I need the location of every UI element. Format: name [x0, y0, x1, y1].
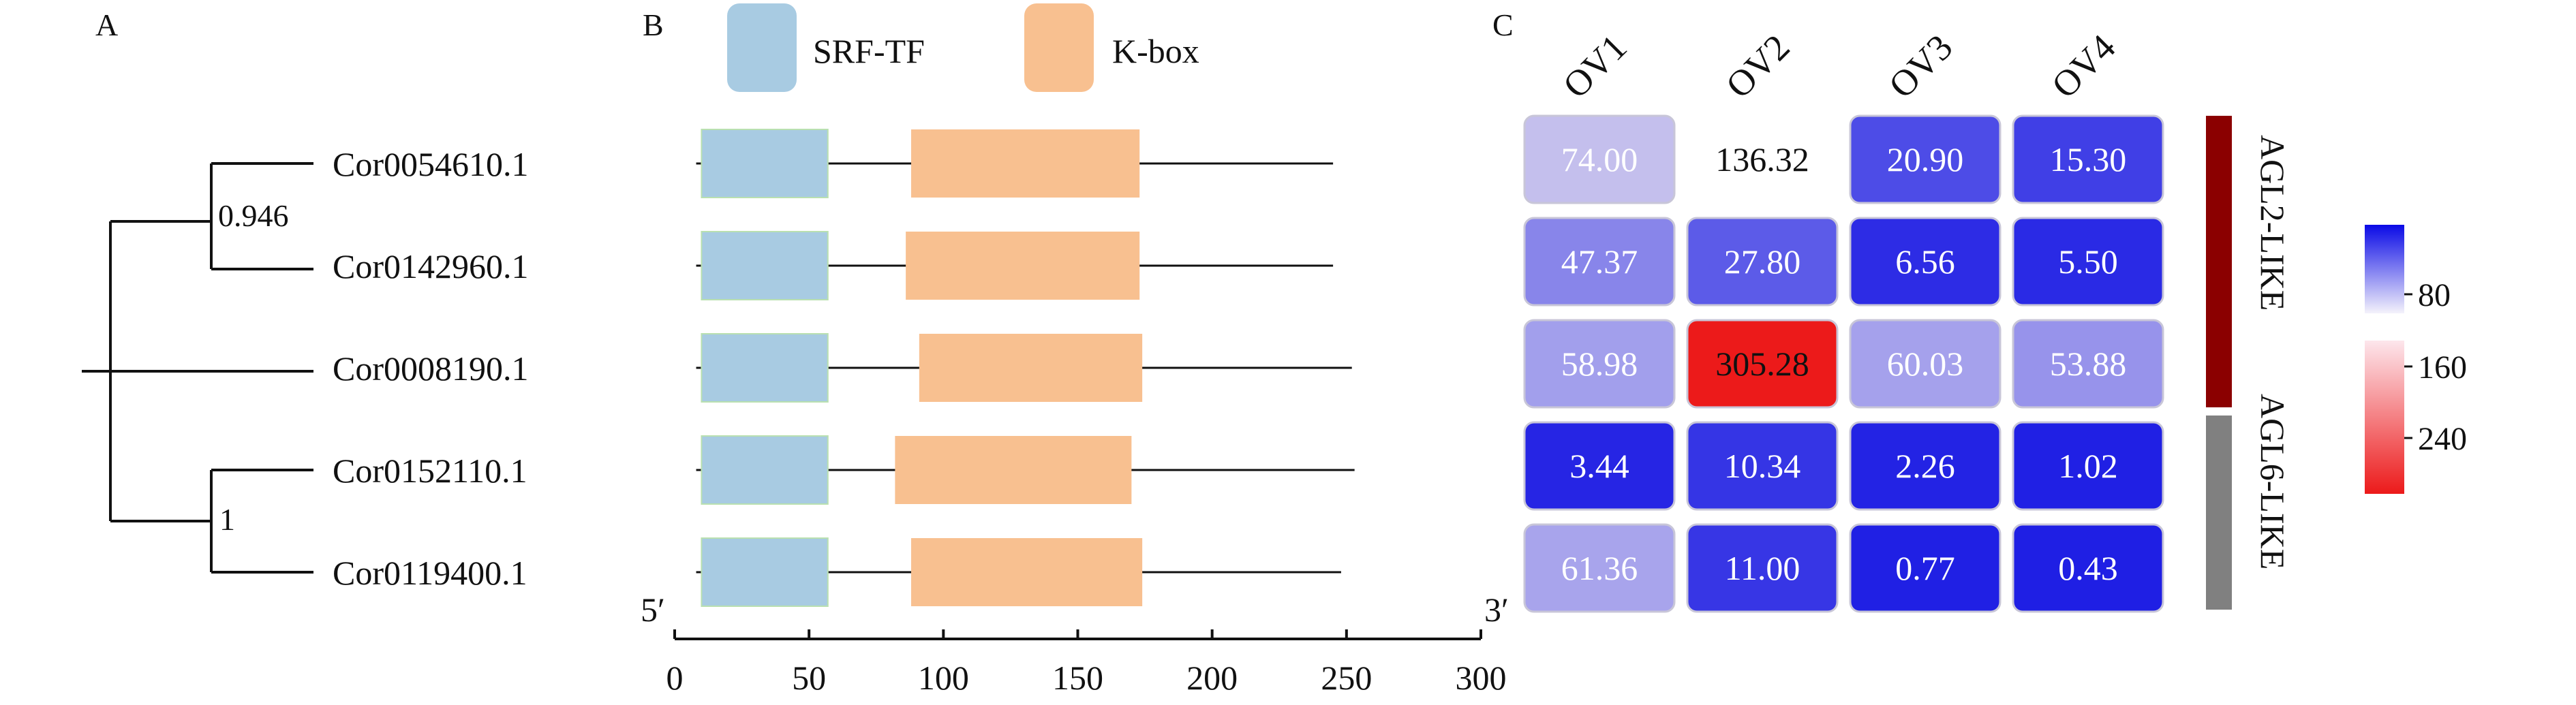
agl2-like-group-label: AGL2-LIKE: [2254, 135, 2292, 311]
heatmap-cell-value: 0.43: [2058, 549, 2118, 587]
srf-tf-domain: [701, 435, 829, 505]
panel-a: A 0.946 1 Cor0054610.1 Cor0142960.1 Cor0…: [82, 7, 529, 592]
k-box-legend-swatch: [1024, 3, 1094, 92]
heatmap-cell-value: 47.37: [1561, 242, 1638, 281]
heatmap-cell-value: 1.02: [2058, 447, 2118, 485]
gene-labels: Cor0054610.1 Cor0142960.1 Cor0008190.1 C…: [333, 145, 529, 592]
heatmap-cell: [2012, 114, 2164, 204]
gene-label: Cor0008190.1: [333, 349, 529, 388]
heatmap-cell: [2012, 523, 2164, 613]
heatmap-cell-value: 53.88: [2050, 345, 2127, 383]
axis-tick-label: 250: [1321, 659, 1372, 697]
panel-a-letter: A: [95, 7, 118, 42]
axis-tick-label: 300: [1456, 659, 1507, 697]
heatmap-cell: [1849, 319, 2002, 409]
agl2-like-group-bar: [2206, 116, 2232, 407]
domain-tracks: [696, 129, 1355, 607]
heatmap-cell: [1686, 523, 1839, 613]
gene-label: Cor0142960.1: [333, 247, 529, 285]
heatmap-column-label: OV2: [1718, 27, 1798, 106]
heatmap-cell: [1849, 523, 2002, 613]
phylogenetic-tree: [82, 162, 313, 574]
color-scale-legend: 80 160 240: [2365, 225, 2467, 494]
heatmap-cell: [2012, 217, 2164, 307]
heatmap-cell: [2012, 319, 2164, 409]
heatmap-cell-value: 10.34: [1724, 447, 1801, 485]
k-box-domain: [919, 334, 1143, 402]
color-scale-tick-label: 160: [2418, 349, 2467, 386]
heatmap-cell-value: 2.26: [1895, 447, 1955, 485]
gene-label: Cor0119400.1: [333, 554, 527, 592]
panel-c: C OV1 OV2 OV3 OV4 74.00 136.32 20.90 15.30 47.3…: [1492, 7, 2467, 613]
panel-c-letter: C: [1492, 7, 1514, 42]
bootstrap-upper: 0.946: [218, 198, 289, 233]
heatmap-cell: [1523, 421, 1676, 511]
group-bars: AGL2-LIKE AGL6-LIKE: [2206, 116, 2292, 610]
srf-tf-domain: [701, 231, 829, 300]
k-box-domain: [895, 436, 1132, 504]
heatmap-cell-value: 74.00: [1561, 140, 1638, 178]
red-color-scale: [2365, 341, 2404, 494]
srf-tf-domain: [701, 129, 829, 198]
srf-tf-legend-label: SRF-TF: [813, 32, 925, 70]
axis-tick-label: 50: [792, 659, 826, 697]
color-scale-ticks: [2404, 293, 2412, 439]
k-box-domain: [911, 129, 1140, 198]
color-scale-tick-label: 240: [2418, 421, 2467, 457]
k-box-domain: [906, 232, 1140, 300]
heatmap-cell: [1849, 217, 2002, 307]
heatmap-cell-value: 5.50: [2058, 242, 2118, 281]
heatmap-cell: [1686, 421, 1839, 511]
srf-tf-legend-swatch: [727, 3, 797, 92]
heatmap-cell-value: 27.80: [1724, 242, 1801, 281]
heatmap-cell-value: 60.03: [1887, 345, 1964, 383]
agl6-like-group-bar: [2206, 416, 2232, 610]
heatmap-cell-value: 15.30: [2050, 140, 2127, 178]
k-box-legend-label: K-box: [1112, 32, 1199, 70]
gene-label: Cor0152110.1: [333, 452, 527, 490]
heatmap-cell-value: 11.00: [1725, 549, 1800, 587]
heatmap-cell: [1523, 319, 1676, 409]
heatmap-column-label: OV1: [1555, 27, 1635, 106]
panel-b: B SRF-TF K-box 5′ 3′ 0 50 100 150 200 250 300: [641, 3, 1509, 697]
axis-tick-label: 0: [666, 659, 684, 697]
heatmap-column-labels: OV1 OV2 OV3 OV4: [1555, 27, 2123, 106]
heatmap-cell-value: 20.90: [1887, 140, 1964, 178]
domain-legend: SRF-TF K-box: [727, 3, 1199, 92]
srf-tf-domain: [701, 333, 829, 403]
agl6-like-group-label: AGL6-LIKE: [2254, 394, 2292, 569]
bootstrap-lower: 1: [219, 502, 235, 537]
three-prime-label: 3′: [1484, 591, 1509, 629]
heatmap-cell: [1523, 523, 1676, 613]
blue-color-scale: [2365, 225, 2404, 313]
heatmap-column-label: OV4: [2044, 27, 2123, 106]
heatmap-cell-value: 305.28: [1715, 345, 1809, 383]
srf-tf-domain: [701, 537, 829, 607]
heatmap-cell: [1686, 217, 1839, 307]
heatmap-cell-value: 6.56: [1895, 242, 1955, 281]
heatmap-cell: [1523, 114, 1676, 204]
heatmap-cell-value: 3.44: [1569, 447, 1629, 485]
panel-b-letter: B: [643, 7, 664, 42]
heatmap-cell-value: 0.77: [1895, 549, 1955, 587]
axis-tick-label: 150: [1052, 659, 1103, 697]
position-axis: 5′ 3′ 0 50 100 150 200 250 300: [641, 591, 1509, 697]
heatmap-cell: [1849, 421, 2002, 511]
color-scale-tick-label: 80: [2418, 277, 2451, 313]
heatmap-cell-value: 58.98: [1561, 345, 1638, 383]
heatmap-cell: [1849, 114, 2002, 204]
heatmap-cell: [1523, 217, 1676, 307]
k-box-domain: [911, 538, 1143, 606]
heatmap-cell: [1686, 319, 1839, 409]
axis-tick-label: 100: [918, 659, 969, 697]
heatmap-cell-value: 61.36: [1561, 549, 1638, 587]
axis-tick-label: 200: [1186, 659, 1238, 697]
heatmap-cells: 74.00 136.32 20.90 15.30 47.37 27.80 6.56 5.50 5…: [1523, 114, 2164, 613]
heatmap-cell-value: 136.32: [1715, 140, 1809, 178]
heatmap-column-label: OV3: [1881, 27, 1961, 106]
heatmap-cell: [2012, 421, 2164, 511]
gene-label: Cor0054610.1: [333, 145, 529, 183]
five-prime-label: 5′: [641, 591, 665, 629]
